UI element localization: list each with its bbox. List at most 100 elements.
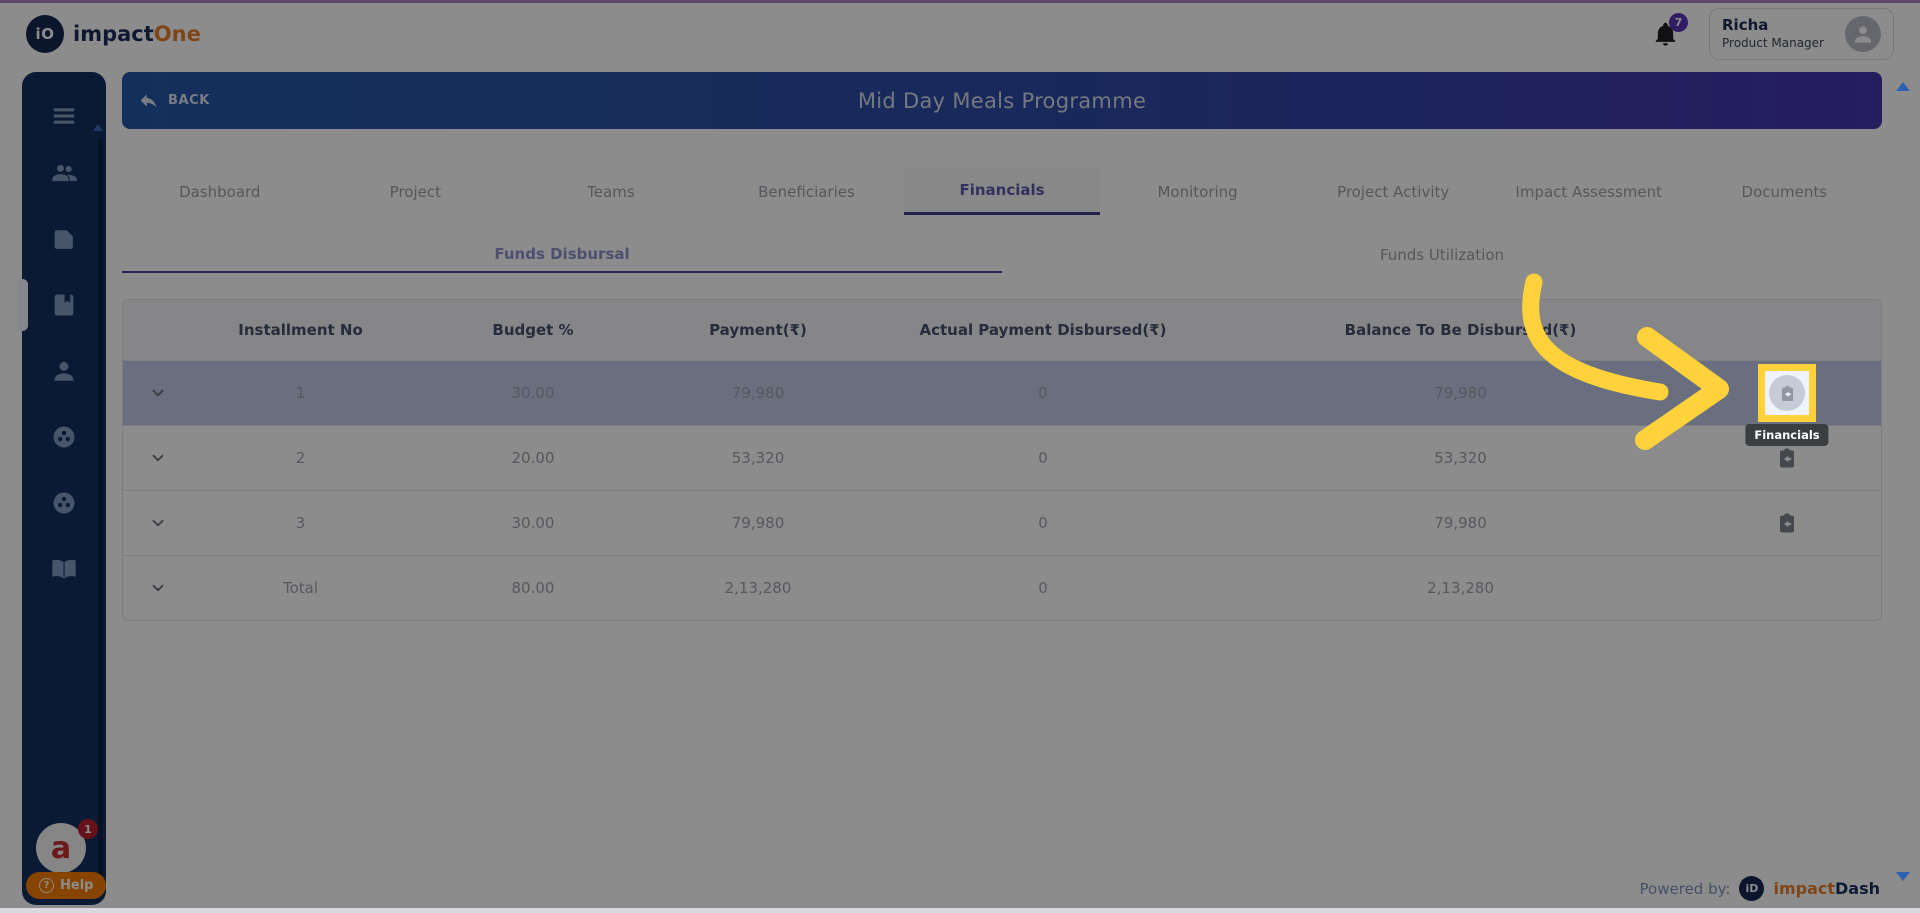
tab-financials[interactable]: Financials [904, 168, 1100, 215]
impactdash-suffix: Dash [1835, 879, 1880, 898]
user-role: Product Manager [1722, 36, 1824, 51]
cell-actual: 0 [1038, 384, 1048, 402]
sidebar-item-donors[interactable] [22, 404, 106, 470]
notification-badge: 7 [1669, 12, 1688, 32]
cell-payment: 53,320 [731, 449, 785, 467]
financials-action-button[interactable] [1775, 511, 1799, 535]
table-total-row: Total 80.00 2,13,280 0 2,13,280 [123, 555, 1881, 620]
row-expand-button[interactable] [123, 384, 193, 402]
powered-by-label: Powered by: [1639, 879, 1731, 898]
people-icon [52, 164, 77, 182]
circle-dots-icon [53, 492, 75, 514]
sidebar-scroll-up-icon [93, 124, 103, 131]
cell-budget: 30.00 [511, 384, 555, 402]
scroll-down-arrow-icon[interactable] [1896, 872, 1910, 881]
cell-installment: 2 [295, 449, 306, 467]
circle-dots-icon [53, 426, 75, 448]
sidebar-item-reports[interactable] [22, 536, 106, 602]
header-installment-no: Installment No [238, 321, 363, 339]
cell-installment: 1 [295, 384, 306, 402]
row-expand-button[interactable] [123, 579, 193, 597]
back-button[interactable]: BACK [138, 90, 210, 111]
back-label: BACK [168, 93, 210, 108]
tab-project[interactable]: Project [389, 182, 441, 201]
sidebar-menu-toggle[interactable] [22, 92, 106, 140]
tab-documents[interactable]: Documents [1741, 182, 1828, 201]
back-arrow-icon [140, 94, 157, 108]
financials-action-button[interactable] [1775, 446, 1799, 470]
cell-budget: 30.00 [511, 514, 555, 532]
cell-payment: 2,13,280 [724, 579, 792, 597]
user-name: Richa [1722, 16, 1769, 35]
cell-budget: 80.00 [511, 579, 555, 597]
avatar [1845, 16, 1881, 52]
tab-impact-assessment[interactable]: Impact Assessment [1515, 182, 1663, 201]
cell-actual: 0 [1038, 579, 1048, 597]
help-badge: 1 [78, 819, 98, 839]
cell-payment: 79,980 [731, 514, 785, 532]
sidebar-item-profile[interactable] [22, 338, 106, 404]
tab-teams[interactable]: Teams [587, 182, 635, 201]
page-title: Mid Day Meals Programme [857, 88, 1147, 113]
brand-prefix: impact [73, 22, 154, 46]
book-icon [54, 294, 74, 316]
subtab-funds-disbursal[interactable]: Funds Disbursal [122, 236, 1002, 273]
help-label: Help [60, 878, 94, 893]
header-balance-to-be-disbursed: Balance To Be Disbursed(₹) [1344, 321, 1577, 339]
header-budget-pct: Budget % [492, 321, 574, 339]
brand-suffix: One [153, 22, 201, 46]
chevron-down-icon [152, 389, 164, 397]
clipboard-arrow-icon [1781, 385, 1793, 401]
cell-actual: 0 [1038, 514, 1048, 532]
sidebar-item-teams[interactable] [22, 140, 106, 206]
help-button[interactable]: ? Help [26, 872, 107, 899]
sidebar-item-programs[interactable] [22, 470, 106, 536]
row-expand-button[interactable] [123, 514, 193, 532]
tab-dashboard[interactable]: Dashboard [179, 182, 261, 201]
funds-disbursal-table: Installment No Budget % Payment(₹) Actua… [122, 299, 1882, 621]
sidebar-item-projects[interactable] [17, 272, 106, 338]
cell-balance: 2,13,280 [1427, 579, 1494, 597]
impactdash-logo-icon: iD [1739, 876, 1765, 901]
file-icon [54, 230, 73, 249]
impactdash-brand: impactDash [1773, 879, 1880, 898]
impactdash-prefix: impact [1773, 879, 1835, 898]
cell-balance: 79,980 [1434, 384, 1487, 402]
chevron-down-icon [152, 584, 164, 592]
help-logo-icon[interactable]: a [36, 823, 86, 873]
row-expand-button[interactable] [123, 449, 193, 467]
sidebar-item-files[interactable] [22, 206, 106, 272]
main-content: BACK Mid Day Meals Programme Dashboard P… [122, 72, 1882, 621]
header-payment: Payment(₹) [709, 321, 807, 339]
question-mark-icon: ? [39, 878, 54, 893]
project-titlebar: BACK Mid Day Meals Programme [122, 72, 1882, 129]
brand-name: impactOne [73, 22, 201, 46]
cell-actual: 0 [1038, 449, 1048, 467]
tab-project-activity[interactable]: Project Activity [1337, 182, 1450, 201]
person-icon [54, 361, 74, 381]
cell-installment: Total [282, 579, 319, 597]
cell-balance: 53,320 [1434, 449, 1487, 467]
horizontal-scrollbar[interactable] [0, 908, 1920, 913]
tab-beneficiaries[interactable]: Beneficiaries [758, 182, 855, 201]
user-menu[interactable]: Richa Product Manager [1709, 8, 1894, 60]
help-widget: a 1 ? Help [26, 819, 107, 899]
sidebar-scrollbar[interactable] [93, 124, 103, 893]
sidebar-active-indicator [17, 279, 28, 331]
subtab-funds-utilization[interactable]: Funds Utilization [1379, 245, 1505, 264]
tab-monitoring[interactable]: Monitoring [1157, 182, 1238, 201]
notifications-button[interactable]: 7 [1652, 12, 1688, 48]
financials-action-button[interactable] [1758, 364, 1816, 422]
subtab-bar: Funds Disbursal Funds Utilization [122, 236, 1882, 273]
sidebar: a 1 ? Help [17, 72, 107, 905]
table-row: 2 20.00 53,320 0 53,320 [123, 425, 1881, 490]
app-logo[interactable]: iO impactOne [26, 15, 201, 53]
table-row: 1 30.00 79,980 0 79,980 Financials [123, 360, 1881, 446]
financials-tooltip: Financials [1745, 424, 1829, 446]
powered-by: Powered by: iD impactDash [1640, 876, 1880, 901]
cell-budget: 20.00 [511, 449, 555, 467]
open-book-icon [52, 559, 76, 579]
chevron-down-icon [152, 519, 164, 527]
scroll-up-arrow-icon[interactable] [1896, 82, 1910, 91]
table-row: 3 30.00 79,980 0 79,980 [123, 490, 1881, 555]
